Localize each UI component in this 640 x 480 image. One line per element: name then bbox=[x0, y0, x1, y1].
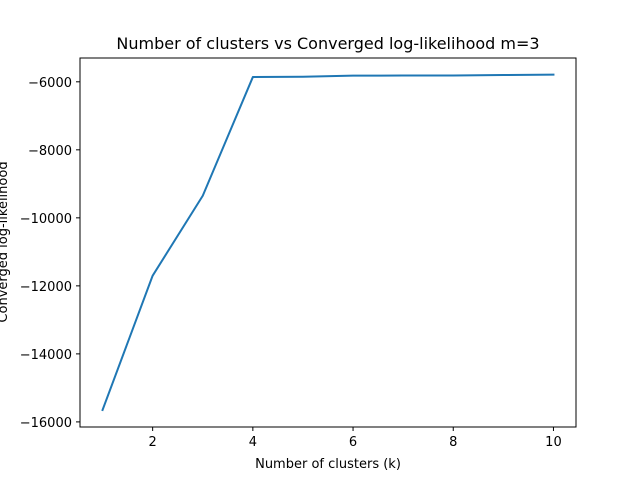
chart-title: Number of clusters vs Converged log-like… bbox=[116, 34, 539, 53]
x-tick-label: 4 bbox=[249, 435, 257, 450]
y-tick-label: −14000 bbox=[20, 348, 72, 363]
x-tick-label: 8 bbox=[449, 435, 457, 450]
y-tick-label: −10000 bbox=[20, 212, 72, 227]
plot-frame bbox=[79, 57, 577, 428]
y-tick-label: −16000 bbox=[20, 416, 72, 431]
x-tick-label: 10 bbox=[545, 435, 562, 450]
x-axis-label: Number of clusters (k) bbox=[255, 457, 401, 472]
y-tick-label: −8000 bbox=[28, 144, 72, 159]
series-line-0 bbox=[101, 73, 555, 412]
y-tick-label: −6000 bbox=[28, 76, 72, 91]
y-tick-label: −12000 bbox=[20, 280, 72, 295]
x-tick-label: 2 bbox=[149, 435, 157, 450]
plot-area: 2 4 6 8 10 −16000 −14000 −12000 −10000 −8000 −6000 bbox=[20, 57, 577, 450]
x-tick-label: 6 bbox=[349, 435, 357, 450]
y-axis-label: Converged log-likelihood bbox=[0, 161, 11, 322]
